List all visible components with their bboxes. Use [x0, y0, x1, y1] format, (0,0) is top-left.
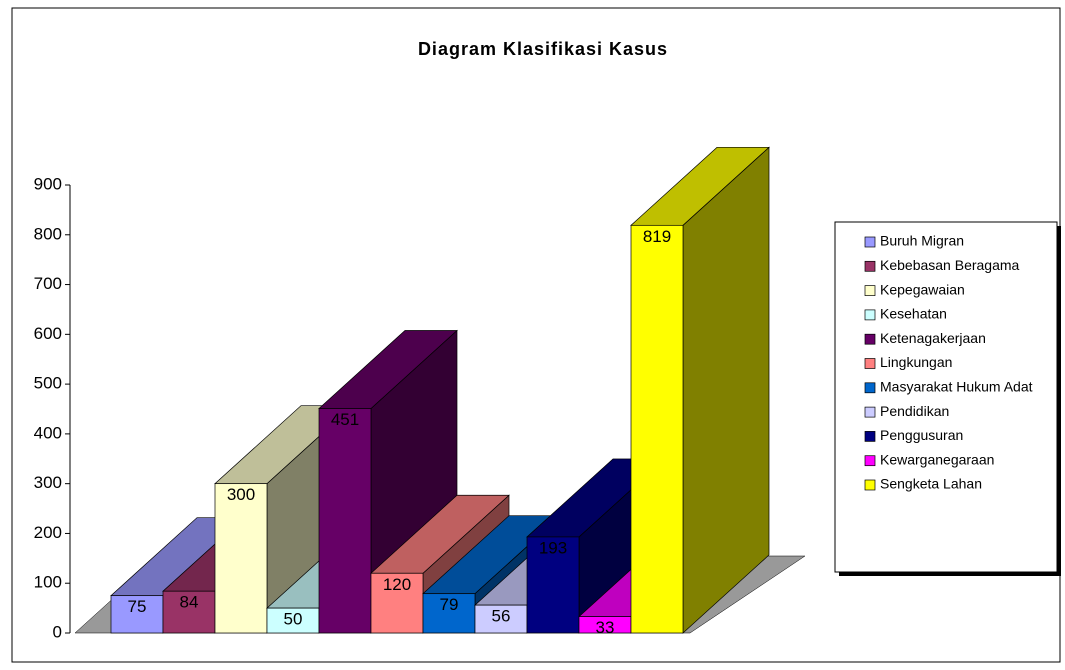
bar-front	[474, 604, 528, 634]
legend-swatch	[864, 333, 876, 345]
y-tick-label: 600	[34, 324, 62, 343]
legend-label: Kesehatan	[880, 306, 947, 322]
legend-label: Kepegawaian	[880, 281, 965, 297]
legend-swatch	[864, 309, 876, 321]
bar-front	[526, 536, 580, 634]
bar-front	[110, 595, 164, 634]
bar-front	[318, 408, 372, 634]
legend-label: Sengketa Lahan	[880, 476, 982, 492]
bar-front	[422, 593, 476, 634]
legend	[834, 221, 1058, 573]
legend-swatch	[864, 455, 876, 467]
legend-swatch	[864, 431, 876, 442]
y-tick-label: 300	[34, 473, 62, 492]
legend-swatch	[864, 260, 876, 272]
legend-swatch	[864, 358, 876, 369]
value-label: 56	[492, 607, 511, 626]
legend-label: Masyarakat Hukum Adat	[880, 379, 1033, 395]
bar	[630, 146, 770, 634]
chart-title: Diagram Klasifikasi Kasus	[418, 39, 668, 59]
y-tick-label: 200	[34, 523, 62, 542]
value-label: 120	[383, 575, 411, 594]
legend-label: Kebebasan Beragama	[880, 257, 1020, 273]
bar-front	[630, 224, 684, 634]
legend-label: Kewarganegaraan	[880, 451, 994, 467]
legend-label: Penggusuran	[880, 427, 963, 443]
value-label: 33	[596, 618, 615, 637]
legend-swatch	[864, 406, 876, 418]
value-label: 75	[128, 597, 147, 616]
value-label: 193	[539, 538, 567, 557]
legend-swatch	[864, 479, 876, 491]
y-tick-label: 500	[34, 374, 62, 393]
legend-swatch	[864, 382, 876, 394]
legend-label: Lingkungan	[880, 354, 952, 370]
value-label: 300	[227, 485, 255, 504]
value-label: 50	[284, 610, 303, 629]
value-label: 819	[643, 227, 671, 246]
bar-front	[162, 590, 216, 634]
y-tick-label: 100	[34, 573, 62, 592]
y-tick-label: 800	[34, 224, 62, 243]
value-label: 451	[331, 410, 359, 429]
bar-front	[214, 483, 268, 634]
legend-label: Buruh Migran	[880, 233, 964, 249]
legend-swatch	[864, 285, 876, 296]
bar	[214, 404, 354, 634]
y-tick-label: 900	[34, 174, 62, 193]
y-tick-label: 400	[34, 423, 62, 442]
legend-swatch	[864, 236, 876, 248]
value-label: 84	[180, 593, 199, 612]
bar-side	[682, 146, 770, 634]
legend-label: Ketenagakerjaan	[880, 330, 986, 346]
bar-front	[370, 572, 424, 634]
legend-label: Pendidikan	[880, 403, 949, 419]
y-tick-label: 0	[53, 622, 62, 641]
value-label: 79	[440, 595, 459, 614]
y-tick-label: 700	[34, 274, 62, 293]
